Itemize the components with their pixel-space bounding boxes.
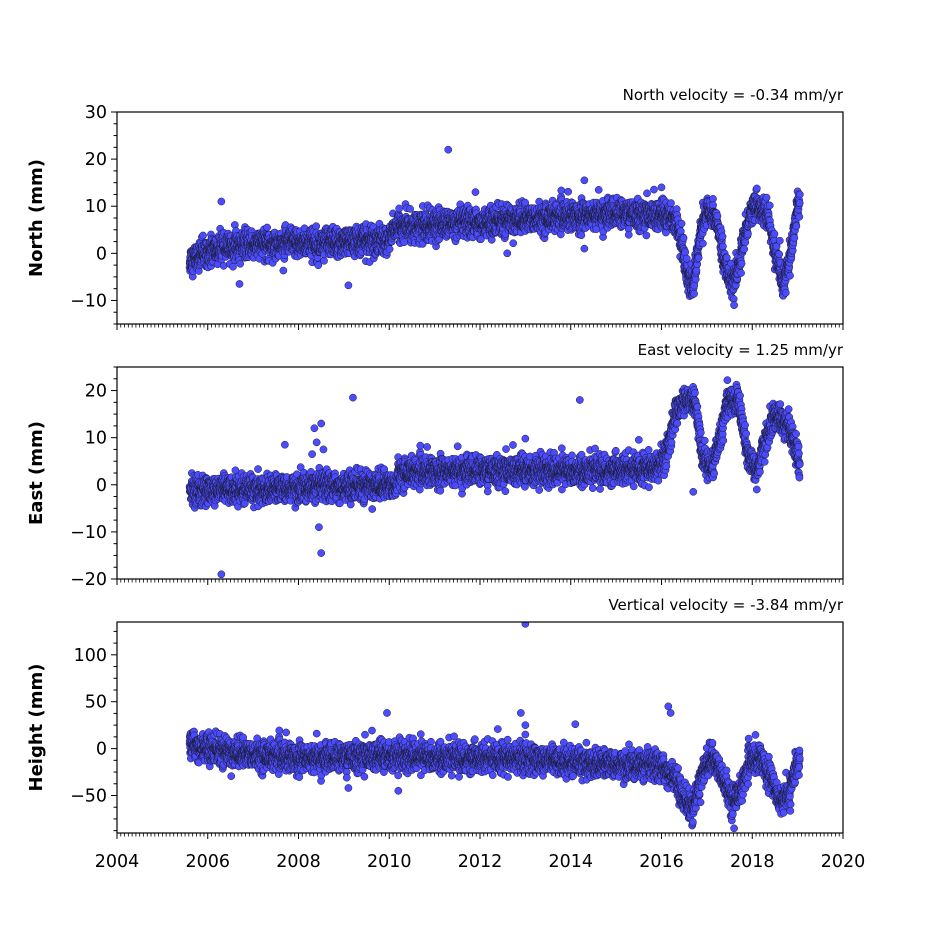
data-point (713, 212, 722, 220)
data-point (395, 204, 404, 213)
data-point (557, 186, 566, 195)
data-point (690, 289, 698, 298)
data-point (667, 199, 675, 207)
y-tick-label: 30 (85, 103, 107, 123)
data-point (790, 234, 799, 242)
data-point (677, 219, 686, 228)
data-point (314, 261, 323, 270)
data-point (770, 229, 779, 238)
outlier-point (580, 176, 589, 185)
data-point (643, 189, 651, 198)
data-point (694, 254, 703, 262)
outlier-point (657, 183, 666, 192)
data-point (594, 186, 603, 194)
data-point (263, 223, 271, 232)
data-point (650, 185, 658, 194)
data-point (564, 187, 572, 196)
data-point (737, 259, 746, 268)
data-point (679, 234, 688, 243)
data-point (775, 250, 784, 259)
data-points (185, 376, 804, 579)
data-point (752, 184, 761, 193)
data-point (320, 256, 328, 265)
y-tick-label: 0 (96, 244, 107, 264)
data-point (577, 231, 586, 240)
outlier-point (503, 249, 512, 258)
data-point (240, 499, 249, 508)
data-point (681, 248, 690, 257)
outlier-point (235, 280, 244, 288)
y-axis-label: North (mm) (26, 159, 47, 277)
data-point (737, 269, 745, 277)
data-points (185, 145, 804, 310)
data-point (699, 239, 707, 248)
data-point (741, 238, 750, 247)
data-point (690, 281, 699, 290)
data-point (400, 238, 408, 247)
data-point (718, 232, 727, 241)
data-point (786, 271, 794, 280)
outlier-point (471, 188, 480, 196)
data-point (509, 239, 518, 248)
data-point (795, 190, 804, 199)
y-tick-label: −10 (70, 291, 107, 311)
velocity-title: North velocity = -0.34 mm/yr (623, 86, 844, 104)
data-point (279, 266, 288, 275)
data-point (722, 253, 731, 262)
outlier-point (444, 145, 453, 154)
data-point (692, 266, 701, 275)
outlier-point (217, 197, 226, 206)
data-point (236, 259, 245, 268)
data-point (781, 288, 790, 297)
data-point (795, 199, 804, 207)
data-point (765, 201, 774, 210)
data-point (762, 193, 771, 202)
data-point (691, 275, 700, 284)
data-point (740, 245, 749, 253)
data-point (642, 231, 651, 240)
data-point (775, 236, 784, 245)
data-point (792, 222, 801, 230)
data-point (624, 230, 633, 239)
data-point (719, 242, 727, 251)
y-tick-label: 10 (85, 197, 107, 217)
data-point (229, 262, 237, 271)
data-point (795, 212, 804, 221)
outlier-point (344, 281, 353, 290)
data-point (406, 205, 414, 213)
data-point (385, 245, 394, 253)
data-point (199, 231, 207, 240)
y-tick-label: 20 (85, 150, 107, 170)
data-point (744, 230, 752, 238)
outlier-point (730, 301, 738, 310)
outlier-point (580, 244, 589, 253)
panel-0: −10 0 10 20 30 North (mm) North velocity = -0.… (26, 86, 844, 330)
